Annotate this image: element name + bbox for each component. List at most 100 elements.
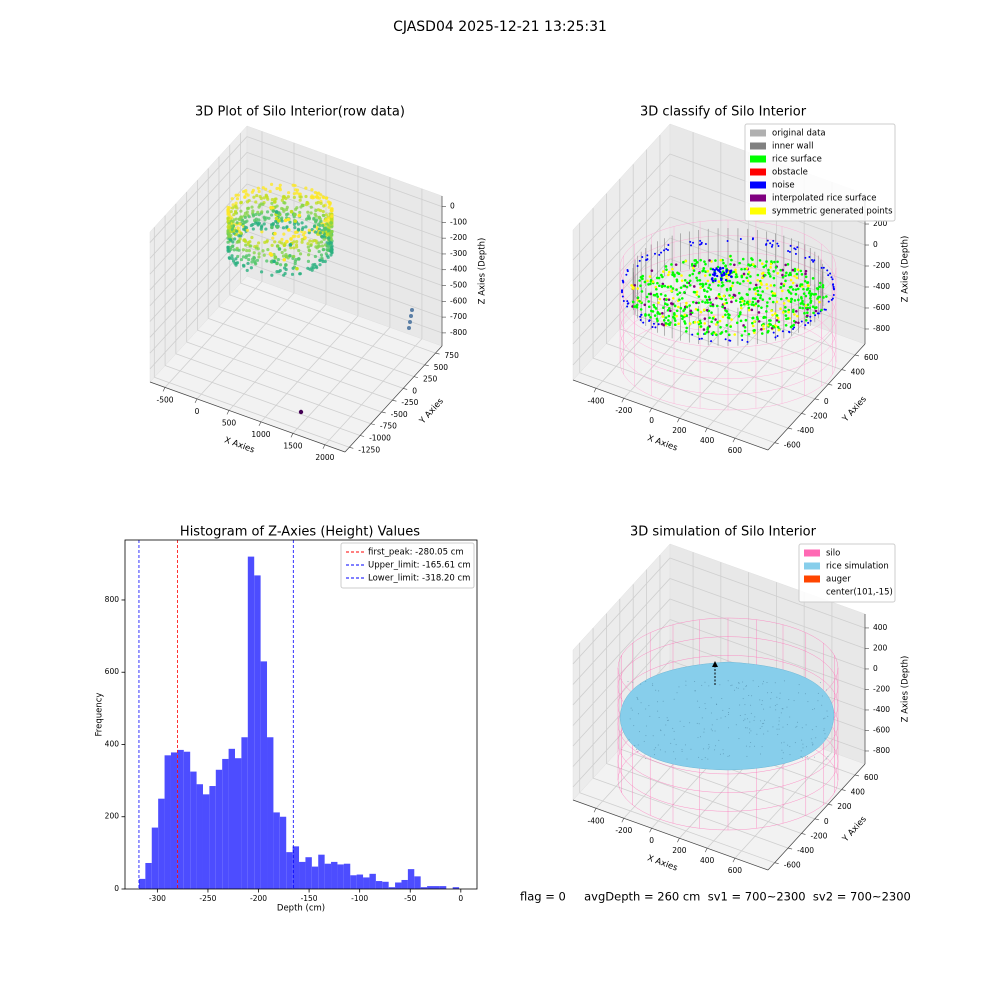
point-cloud <box>273 240 277 244</box>
surface-point <box>644 314 647 317</box>
noise-point <box>621 295 624 298</box>
point-cloud <box>289 237 293 241</box>
grid-line <box>592 777 789 849</box>
point-cloud <box>313 230 318 234</box>
rice-mesh <box>707 748 709 750</box>
rice-mesh <box>703 748 705 750</box>
rice-mesh <box>781 757 783 759</box>
surface-point <box>679 306 683 310</box>
rice-mesh <box>774 705 776 707</box>
noise-point <box>832 294 835 297</box>
z-tick-label: 0 <box>873 664 878 673</box>
point-cloud <box>300 221 304 225</box>
point-cloud <box>329 208 334 212</box>
bar <box>299 861 306 889</box>
point-cloud <box>226 240 230 244</box>
point-cloud <box>255 193 259 198</box>
bar <box>433 886 440 889</box>
surface-point <box>809 296 812 300</box>
legend-box <box>744 123 896 222</box>
y-tick-label: -200 <box>810 411 827 420</box>
surface-point <box>664 298 668 301</box>
surface-point <box>711 303 715 306</box>
surface-point <box>777 328 781 332</box>
surface-point <box>717 280 721 283</box>
point-cloud <box>245 228 250 232</box>
point-cloud <box>321 195 325 199</box>
point-cloud <box>286 228 291 232</box>
point-cloud <box>318 263 322 267</box>
surface-point <box>641 277 644 281</box>
rice-surface <box>619 661 835 771</box>
rice-mesh <box>767 692 769 694</box>
y-tick-label: -500 <box>391 410 408 419</box>
x-tick-label: -400 <box>588 816 605 825</box>
rice-mesh <box>807 759 809 761</box>
surface-point <box>717 293 721 296</box>
surface-point <box>711 317 715 320</box>
rice-mesh <box>697 737 699 739</box>
x-tick-label: -400 <box>588 396 605 405</box>
point-cloud <box>252 256 257 260</box>
surface-point <box>795 284 799 287</box>
surface-point <box>790 285 793 289</box>
noise-point <box>809 319 812 322</box>
z-tick-label: -800 <box>450 328 467 337</box>
surface-point <box>693 290 697 294</box>
point-cloud <box>244 192 248 196</box>
noise-point <box>794 252 797 255</box>
surface-point <box>819 281 822 285</box>
z-tick-label: -600 <box>873 303 890 312</box>
grid-line <box>734 751 833 859</box>
surface-point <box>668 307 671 310</box>
rice-mesh <box>633 725 635 727</box>
point-cloud <box>296 257 301 261</box>
surface-point <box>822 296 825 299</box>
surface-point <box>769 284 773 287</box>
bar <box>337 864 344 889</box>
rice-mesh <box>728 707 730 709</box>
bar <box>209 786 216 889</box>
x-tick-label: 500 <box>222 418 237 427</box>
rice-mesh <box>783 680 785 682</box>
legend-label: center(101,-15) <box>826 588 893 598</box>
z-tick-label: -300 <box>450 249 467 258</box>
point-cloud <box>281 254 286 258</box>
surface-point <box>764 316 767 319</box>
noise-point <box>666 248 669 251</box>
point-cloud <box>273 200 277 204</box>
point-cloud <box>306 202 310 206</box>
rice-mesh <box>708 744 710 746</box>
noise-point <box>658 253 661 256</box>
surface-point <box>716 320 719 324</box>
surface-point <box>740 296 743 300</box>
z-tick-label: -600 <box>873 725 890 734</box>
rice-mesh <box>710 728 712 730</box>
surface-point <box>688 279 692 283</box>
point-cloud <box>254 262 258 266</box>
x-tick <box>677 418 680 423</box>
rice-mesh <box>813 756 815 758</box>
rice-mesh <box>760 753 762 755</box>
surface-point <box>804 306 808 310</box>
rice-mesh <box>656 701 658 703</box>
grid-line <box>149 262 248 370</box>
z-tick-label: 200 <box>873 643 888 652</box>
y-tick <box>774 862 779 864</box>
surface-point <box>793 267 797 271</box>
surface-point <box>760 306 763 309</box>
point-cloud <box>250 235 254 240</box>
surface-point <box>673 319 677 322</box>
point-cloud <box>301 203 305 207</box>
surface-point <box>787 299 791 303</box>
surface-point <box>737 291 741 295</box>
surface-point <box>662 319 666 322</box>
point-cloud <box>243 225 247 229</box>
noise-point <box>654 326 657 329</box>
surface-point <box>753 320 756 323</box>
surface-point <box>703 332 707 335</box>
point-cloud <box>281 207 285 211</box>
noise-point <box>817 312 820 315</box>
surface-point <box>815 287 819 290</box>
surface-point <box>808 306 812 310</box>
